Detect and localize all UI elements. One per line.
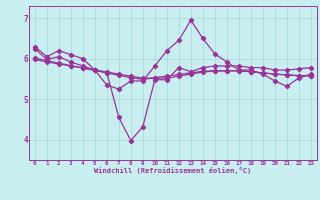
X-axis label: Windchill (Refroidissement éolien,°C): Windchill (Refroidissement éolien,°C)	[94, 167, 252, 174]
